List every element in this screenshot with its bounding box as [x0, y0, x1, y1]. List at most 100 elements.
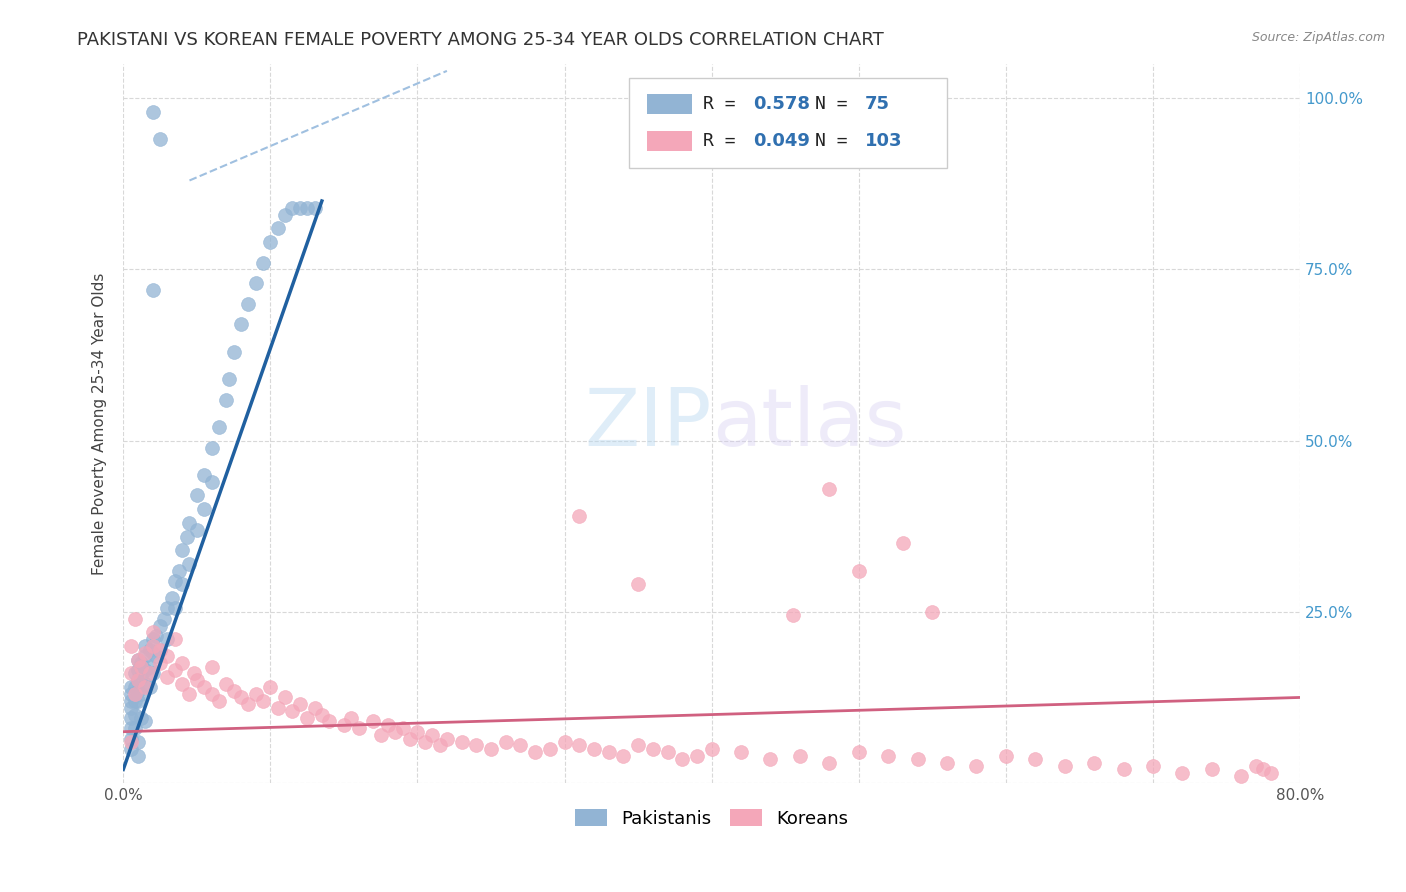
Point [124, 680, 146, 694]
Point [671, 752, 693, 766]
Point [127, 683, 149, 698]
Point [142, 105, 165, 120]
Point [538, 741, 561, 756]
Point [134, 639, 156, 653]
Point [153, 612, 176, 626]
Point [465, 739, 488, 753]
Point [120, 741, 142, 756]
Point [208, 694, 231, 708]
Point [1230, 769, 1253, 783]
Point [274, 208, 297, 222]
Point [568, 739, 591, 753]
Point [142, 632, 165, 647]
Point [554, 735, 576, 749]
Point [215, 392, 238, 407]
Bar [647, 131, 692, 151]
FancyBboxPatch shape [630, 78, 948, 169]
Point [848, 745, 870, 759]
Point [789, 748, 811, 763]
Point [186, 523, 208, 537]
Point [429, 739, 451, 753]
Point [218, 372, 240, 386]
Point [163, 574, 186, 588]
Point [215, 677, 238, 691]
Point [120, 731, 142, 746]
Point [304, 700, 326, 714]
Point [120, 639, 142, 653]
Point [406, 724, 429, 739]
Point [160, 591, 183, 606]
Point [1024, 752, 1046, 766]
Point [149, 657, 172, 671]
Point [208, 420, 231, 434]
Point [267, 700, 290, 714]
Text: Source: ZipAtlas.com: Source: ZipAtlas.com [1251, 31, 1385, 45]
Point [686, 748, 709, 763]
Point [222, 344, 245, 359]
Point [127, 653, 149, 667]
Point [363, 714, 385, 729]
Point [229, 318, 252, 332]
Point [139, 680, 162, 694]
Point [163, 663, 186, 677]
Point [259, 680, 281, 694]
Text: 75: 75 [865, 95, 890, 112]
Text: R =: R = [703, 95, 747, 112]
Point [759, 752, 782, 766]
Point [120, 687, 142, 701]
Text: 0.049: 0.049 [752, 132, 810, 150]
Text: atlas: atlas [711, 384, 905, 463]
Point [818, 756, 841, 770]
Point [200, 475, 222, 489]
Point [311, 707, 333, 722]
Point [657, 745, 679, 759]
Point [907, 752, 929, 766]
Point [127, 653, 149, 667]
Point [129, 657, 152, 671]
Point [120, 735, 142, 749]
Point [384, 724, 406, 739]
Point [142, 625, 165, 640]
Point [149, 642, 172, 657]
Point [134, 663, 156, 677]
Bar [647, 94, 692, 113]
Point [142, 666, 165, 681]
Point [127, 663, 149, 677]
Point [818, 482, 841, 496]
Point [134, 646, 156, 660]
Point [156, 601, 179, 615]
Point [139, 666, 162, 681]
Point [568, 508, 591, 523]
Point [179, 516, 201, 530]
Point [288, 698, 311, 712]
Point [176, 529, 198, 543]
Point [420, 728, 443, 742]
Legend: Pakistanis, Koreans: Pakistanis, Koreans [568, 802, 856, 835]
Point [281, 201, 304, 215]
Point [479, 741, 502, 756]
Point [1251, 763, 1274, 777]
Point [124, 694, 146, 708]
Point [877, 748, 900, 763]
Point [1053, 759, 1076, 773]
Point [238, 296, 260, 310]
Point [965, 759, 987, 773]
Point [120, 711, 142, 725]
Point [295, 711, 318, 725]
Point [252, 694, 274, 708]
Point [377, 718, 399, 732]
Text: N =: N = [815, 95, 859, 112]
Text: R =: R = [703, 132, 747, 150]
Point [288, 201, 311, 215]
Point [238, 698, 260, 712]
Point [193, 467, 215, 482]
Point [186, 488, 208, 502]
Point [509, 739, 531, 753]
Point [304, 201, 326, 215]
Point [149, 132, 172, 146]
Point [848, 564, 870, 578]
Point [129, 659, 152, 673]
Point [295, 201, 318, 215]
Point [139, 659, 162, 673]
Point [1142, 759, 1164, 773]
